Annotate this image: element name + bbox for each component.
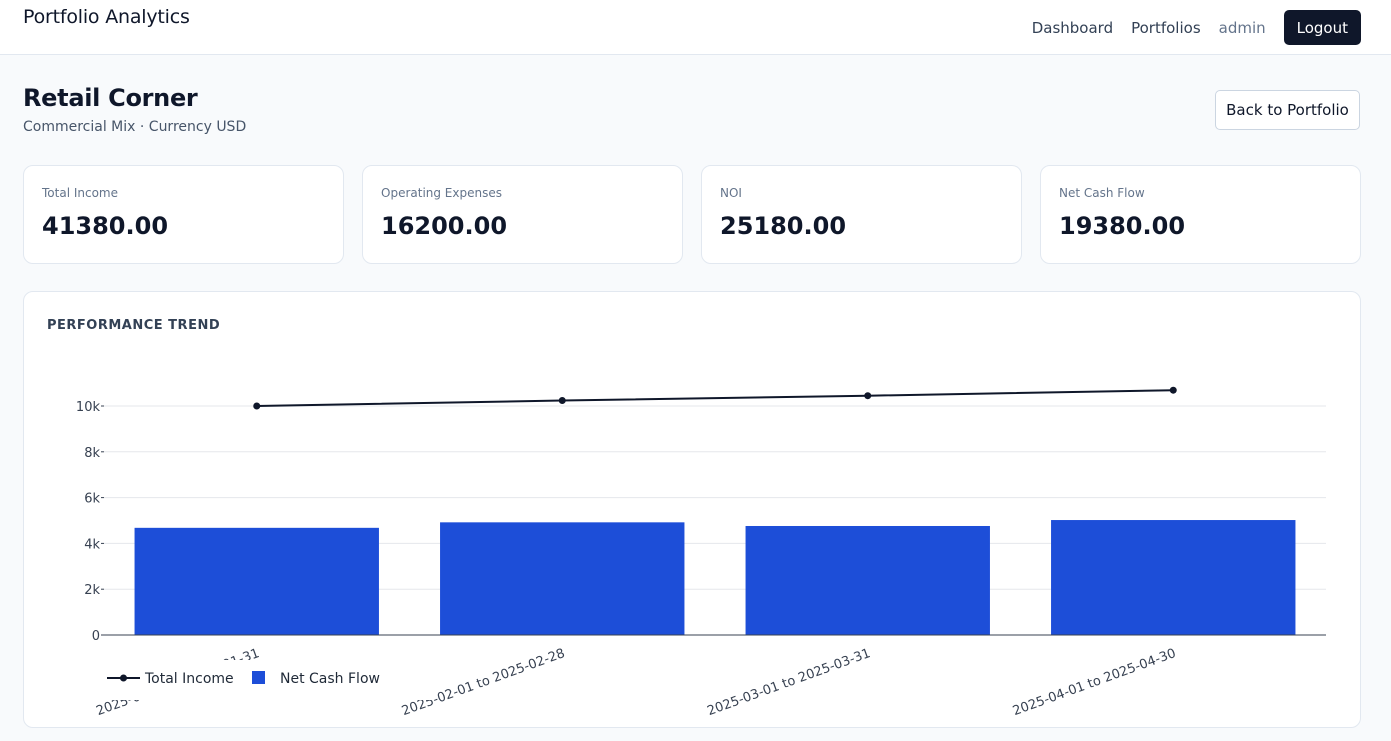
page-title: Retail Corner xyxy=(23,84,198,112)
x-tick-label: 2025-03-01 to 2025-03-31 xyxy=(705,646,872,719)
nav-portfolios-link[interactable]: Portfolios xyxy=(1131,18,1201,37)
metric-label: Net Cash Flow xyxy=(1059,186,1145,200)
metric-value: 19380.00 xyxy=(1059,212,1186,240)
metric-label: Operating Expenses xyxy=(381,186,502,200)
y-tick-label: 4k xyxy=(84,537,100,552)
page-subtitle: Commercial Mix · Currency USD xyxy=(23,119,247,135)
net-cash-flow-bar[interactable] xyxy=(440,522,685,635)
total-income-point[interactable] xyxy=(558,397,566,405)
y-tick-label: 6k xyxy=(84,492,100,507)
user-name: admin xyxy=(1218,18,1266,37)
metric-label: Total Income xyxy=(42,186,118,200)
panel-title: PERFORMANCE TREND xyxy=(47,318,221,333)
back-to-portfolio-button[interactable]: Back to Portfolio xyxy=(1215,90,1360,130)
nav-dashboard-link[interactable]: Dashboard xyxy=(1031,18,1114,37)
x-tick-label: 2025-04-01 to 2025-04-30 xyxy=(1011,646,1178,719)
metric-value: 16200.00 xyxy=(381,212,508,240)
legend-label-total-income: Total Income xyxy=(144,671,234,687)
net-cash-flow-bar[interactable] xyxy=(745,525,990,635)
y-tick-label: 2k xyxy=(84,583,100,598)
legend-label-net-cash-flow: Net Cash Flow xyxy=(280,671,380,687)
brand-title[interactable]: Portfolio Analytics xyxy=(23,6,190,28)
legend-line-marker xyxy=(120,674,127,682)
main-nav: Dashboard Portfolios admin Logout xyxy=(1032,10,1361,45)
total-income-point[interactable] xyxy=(864,392,872,400)
y-tick-label: 10k xyxy=(76,400,101,415)
metric-card-net-cash-flow: Net Cash Flow 19380.00 xyxy=(1040,165,1361,264)
metric-card-total-income: Total Income 41380.00 xyxy=(23,165,344,264)
metric-value: 25180.00 xyxy=(720,212,847,240)
metric-value: 41380.00 xyxy=(42,212,169,240)
y-tick-label: 0 xyxy=(92,629,100,644)
top-navbar: Portfolio Analytics Dashboard Portfolios… xyxy=(0,0,1391,55)
net-cash-flow-bar[interactable] xyxy=(134,527,379,635)
total-income-line xyxy=(256,389,1174,407)
legend-bar-swatch xyxy=(252,671,265,684)
net-cash-flow-bar[interactable] xyxy=(1051,520,1296,635)
metric-card-operating-expenses: Operating Expenses 16200.00 xyxy=(362,165,683,264)
total-income-point[interactable] xyxy=(1169,386,1177,394)
metric-card-noi: NOI 25180.00 xyxy=(701,165,1022,264)
metric-label: NOI xyxy=(720,186,742,200)
y-tick-label: 8k xyxy=(84,446,100,461)
logout-button[interactable]: Logout xyxy=(1283,10,1361,45)
total-income-point[interactable] xyxy=(253,402,261,410)
